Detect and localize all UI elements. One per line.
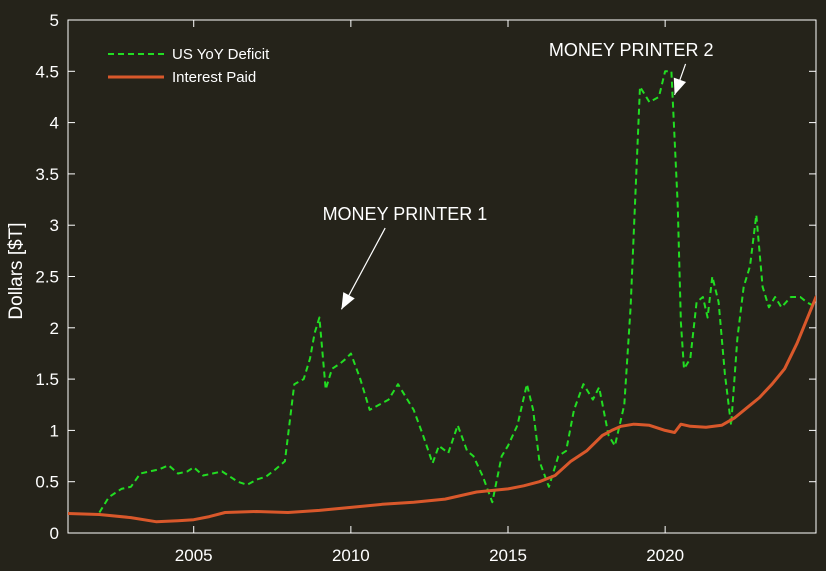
y-tick-label: 3 bbox=[50, 216, 59, 235]
legend-entry-label: US YoY Deficit bbox=[172, 46, 270, 63]
x-tick-label: 2005 bbox=[175, 546, 213, 565]
series-line-interest bbox=[68, 295, 816, 524]
y-tick-label: 4.5 bbox=[35, 62, 59, 81]
x-tick-label: 2020 bbox=[646, 546, 684, 565]
annotation-text: MONEY PRINTER 2 bbox=[549, 40, 714, 60]
y-tick-label: 0 bbox=[50, 524, 59, 543]
y-tick-label: 1.5 bbox=[35, 370, 59, 389]
series-line-deficit bbox=[98, 70, 816, 514]
y-tick-label: 4 bbox=[50, 114, 59, 133]
plot-area: 0 0.5 1 1.5 2 2.5 3 3.5 4 4.5 5 2005 2010 2015 2020 US … bbox=[35, 11, 817, 565]
x-tick-label: 2015 bbox=[489, 546, 527, 565]
x-tick-label: 2010 bbox=[332, 546, 370, 565]
y-tick-label: 5 bbox=[50, 11, 59, 30]
legend-entry-label: Interest Paid bbox=[172, 69, 256, 86]
y-tick-label: 2 bbox=[50, 319, 59, 338]
y-tick-label: 1 bbox=[50, 421, 59, 440]
annotation-arrow-head bbox=[673, 77, 687, 95]
y-tick-label: 0.5 bbox=[35, 473, 59, 492]
y-tick-label: 2.5 bbox=[35, 268, 59, 287]
y-axis-label: Dollars [$T] bbox=[6, 222, 27, 319]
y-tick-label: 3.5 bbox=[35, 165, 59, 184]
annotation-text: MONEY PRINTER 1 bbox=[323, 204, 488, 224]
annotation-arrow-head bbox=[341, 292, 355, 310]
